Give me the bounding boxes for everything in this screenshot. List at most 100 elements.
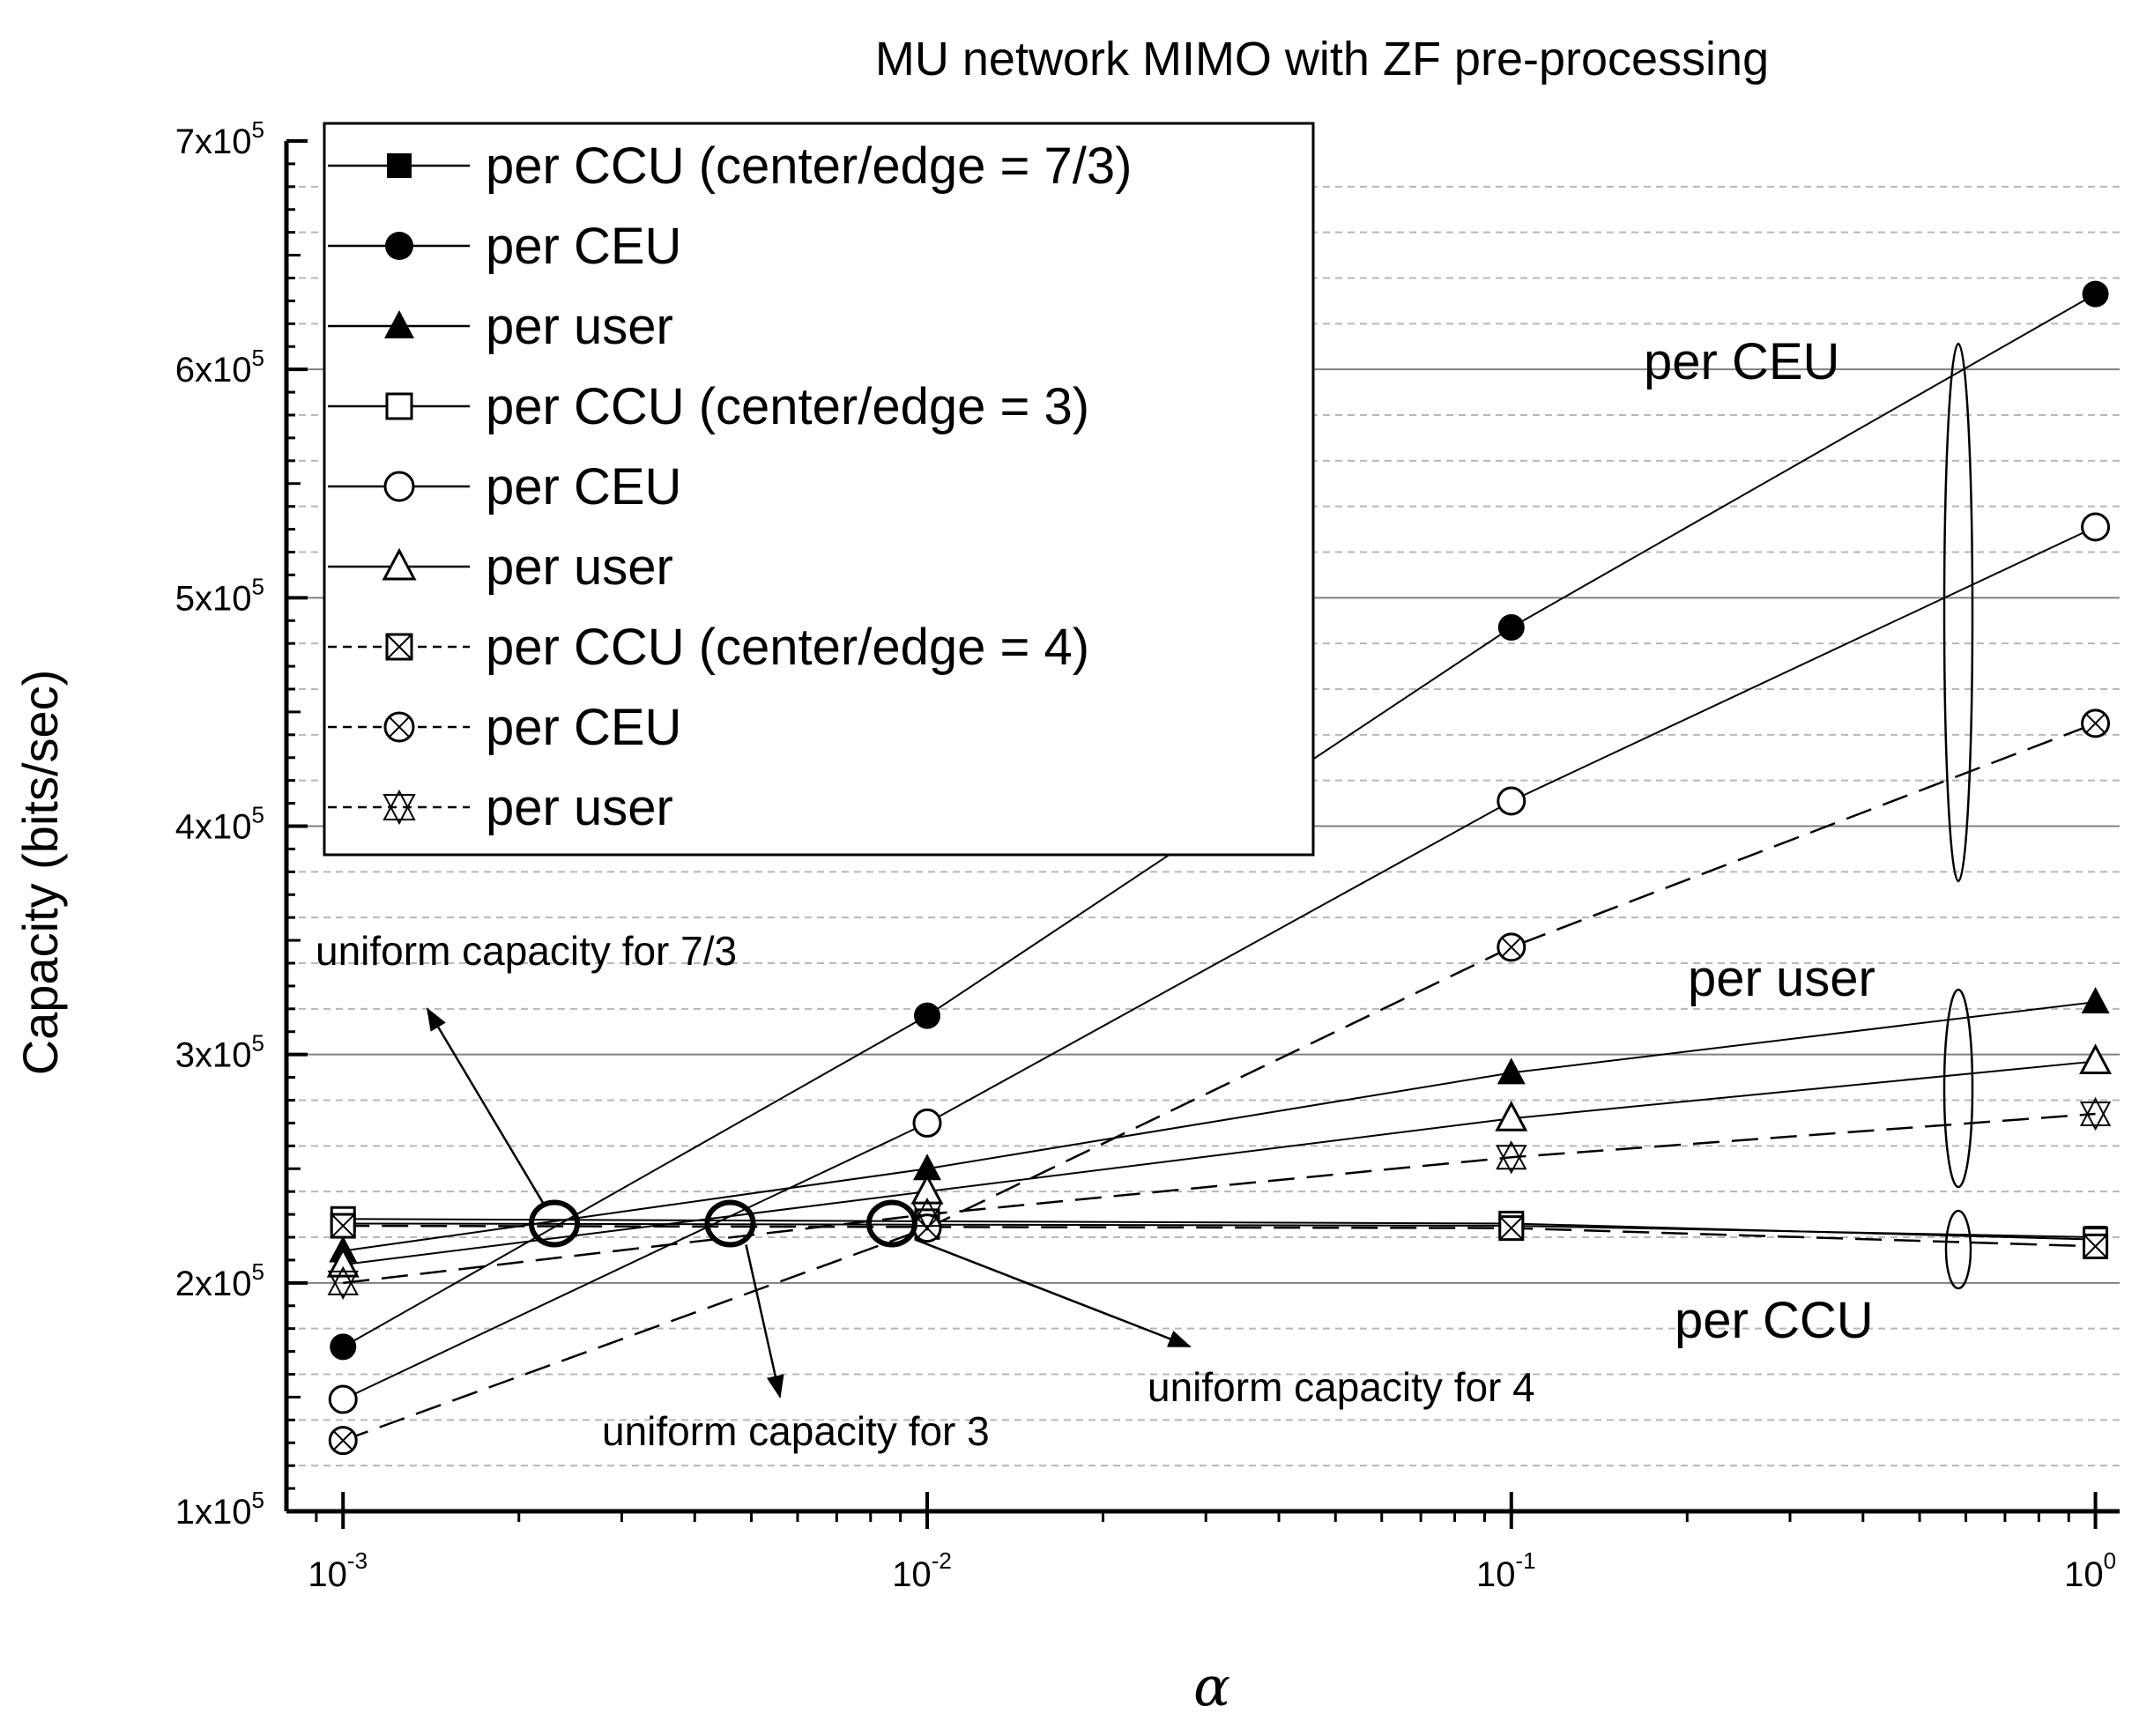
x-tick-label: 10-3 bbox=[308, 1547, 368, 1594]
series-markers bbox=[326, 280, 2113, 1456]
marker-shape2 bbox=[2079, 1102, 2112, 1131]
marker-shape bbox=[2082, 280, 2109, 308]
marker-triangle-open bbox=[1495, 1101, 1528, 1131]
marker-circle-open bbox=[328, 1384, 358, 1414]
axis-tick-labels: 1x105 2x105 3x105 4x105 5x105 6x105 7x105 10-3 1… bbox=[175, 116, 2116, 1594]
marker-shape bbox=[327, 1265, 359, 1295]
series-line bbox=[343, 1112, 2096, 1285]
y-tick-label: 3x105 bbox=[175, 1030, 264, 1075]
marker-star bbox=[2079, 1096, 2112, 1131]
marker-shape bbox=[328, 1384, 358, 1414]
marker-shape bbox=[2081, 512, 2111, 542]
y-tick-label: 6x105 bbox=[175, 345, 264, 389]
marker-circle-x bbox=[2081, 708, 2111, 738]
uniform-capacity-marker bbox=[704, 1199, 756, 1248]
marker-square-x bbox=[2083, 1233, 2109, 1259]
marker-triangle-filled bbox=[384, 310, 414, 338]
legend-label: per user bbox=[486, 779, 673, 836]
marker-circle-open bbox=[383, 471, 415, 502]
marker-shape bbox=[912, 1108, 942, 1138]
marker-circle-x bbox=[383, 711, 415, 743]
marker-circle-filled bbox=[914, 1002, 941, 1029]
marker-star bbox=[327, 1265, 359, 1300]
y-tick-label: 5x105 bbox=[175, 573, 264, 618]
legend-label: per CEU bbox=[486, 458, 681, 516]
marker-shape bbox=[1496, 1140, 1527, 1170]
marker-shape bbox=[2079, 1096, 2112, 1127]
marker-triangle-open bbox=[382, 547, 417, 581]
marker-shape bbox=[2081, 987, 2110, 1014]
marker-circle-open bbox=[912, 1108, 942, 1138]
legend-label: per CCU (center/edge = 7/3) bbox=[486, 137, 1132, 195]
marker-shape bbox=[1497, 614, 1525, 642]
marker-circle-filled bbox=[2082, 280, 2109, 308]
group-bracket-user bbox=[1942, 988, 1974, 1189]
series-line bbox=[343, 1001, 2096, 1252]
group-bracket-ccu bbox=[1944, 1209, 1972, 1290]
uniform-capacity-marker bbox=[865, 1199, 917, 1248]
legend-label: per CCU (center/edge = 3) bbox=[486, 378, 1089, 435]
marker-star bbox=[1496, 1140, 1527, 1175]
marker-shape bbox=[2079, 1043, 2113, 1074]
marker-shape bbox=[913, 1154, 942, 1181]
legend-label: per CEU bbox=[486, 218, 681, 275]
annotation-label: uniform capacity for 3 bbox=[602, 1408, 990, 1454]
marker-cross bbox=[1501, 937, 1522, 958]
marker-shape bbox=[383, 789, 416, 820]
marker-shape bbox=[384, 310, 414, 338]
marker-triangle-filled bbox=[2081, 987, 2110, 1014]
annotation-arrow bbox=[745, 1244, 784, 1398]
annotations: uniform capacity for 7/3 uniform capacity… bbox=[316, 333, 1974, 1454]
series-line bbox=[342, 526, 2096, 1400]
marker-circle-open bbox=[1497, 786, 1526, 816]
axis-ticks bbox=[286, 139, 2098, 1529]
marker-circle-filled bbox=[330, 1333, 357, 1361]
marker-square-filled bbox=[387, 153, 412, 178]
annotation-label: uniform capacity for 7/3 bbox=[316, 928, 737, 974]
series-line bbox=[343, 1218, 2096, 1241]
marker-shape bbox=[385, 232, 413, 260]
y-tick-label: 1x105 bbox=[175, 1487, 264, 1532]
y-axis-label: Capacity (bits/sec) bbox=[12, 670, 68, 1076]
marker-shape bbox=[1495, 1101, 1528, 1131]
marker-shape bbox=[330, 1333, 357, 1361]
group-label: per CCU bbox=[1675, 1292, 1874, 1349]
marker-shape bbox=[911, 1197, 943, 1228]
marker-cross bbox=[2083, 1234, 2108, 1259]
marker-shape bbox=[387, 153, 412, 178]
group-label: per user bbox=[1688, 950, 1875, 1007]
marker-shape bbox=[383, 471, 415, 502]
marker-square-x bbox=[330, 1213, 356, 1239]
marker-shape2 bbox=[327, 1270, 359, 1300]
x-tick-label: 10-1 bbox=[1476, 1547, 1536, 1594]
marker-cross bbox=[388, 716, 411, 738]
marker-circle-open bbox=[2081, 512, 2111, 542]
legend: per CCU (center/edge = 7/3) per CEU per us… bbox=[323, 122, 1315, 857]
uniform-capacity-markers bbox=[528, 1199, 917, 1248]
x-tick-label: 10-2 bbox=[892, 1547, 952, 1594]
legend-label: per CCU (center/edge = 4) bbox=[486, 619, 1089, 676]
marker-shape bbox=[1497, 1057, 1526, 1085]
series-lines bbox=[342, 293, 2097, 1442]
y-tick-label: 7x105 bbox=[175, 116, 264, 161]
marker-cross bbox=[1499, 1215, 1524, 1241]
legend-label: per CEU bbox=[486, 699, 681, 756]
marker-shape2 bbox=[383, 794, 416, 826]
marker-shape bbox=[385, 392, 413, 420]
marker-circle-x bbox=[1497, 932, 1526, 962]
y-tick-label: 4x105 bbox=[175, 802, 264, 847]
group-bracket-ceu bbox=[1942, 342, 1974, 883]
series-line bbox=[342, 722, 2097, 1442]
marker-circle-x bbox=[328, 1426, 358, 1456]
marker-shape2 bbox=[1496, 1145, 1527, 1175]
chart-title: MU network MIMO with ZF pre-processing bbox=[875, 33, 1769, 85]
marker-star bbox=[383, 789, 416, 826]
x-tick-label: 100 bbox=[2064, 1547, 2116, 1594]
marker-circle-filled bbox=[385, 232, 413, 260]
marker-cross bbox=[332, 1430, 353, 1451]
marker-triangle-open bbox=[2079, 1043, 2113, 1074]
uniform-capacity-marker bbox=[528, 1199, 580, 1248]
marker-shape2 bbox=[911, 1202, 943, 1232]
marker-cross bbox=[386, 634, 412, 660]
annotation-arrow bbox=[914, 1238, 1192, 1348]
